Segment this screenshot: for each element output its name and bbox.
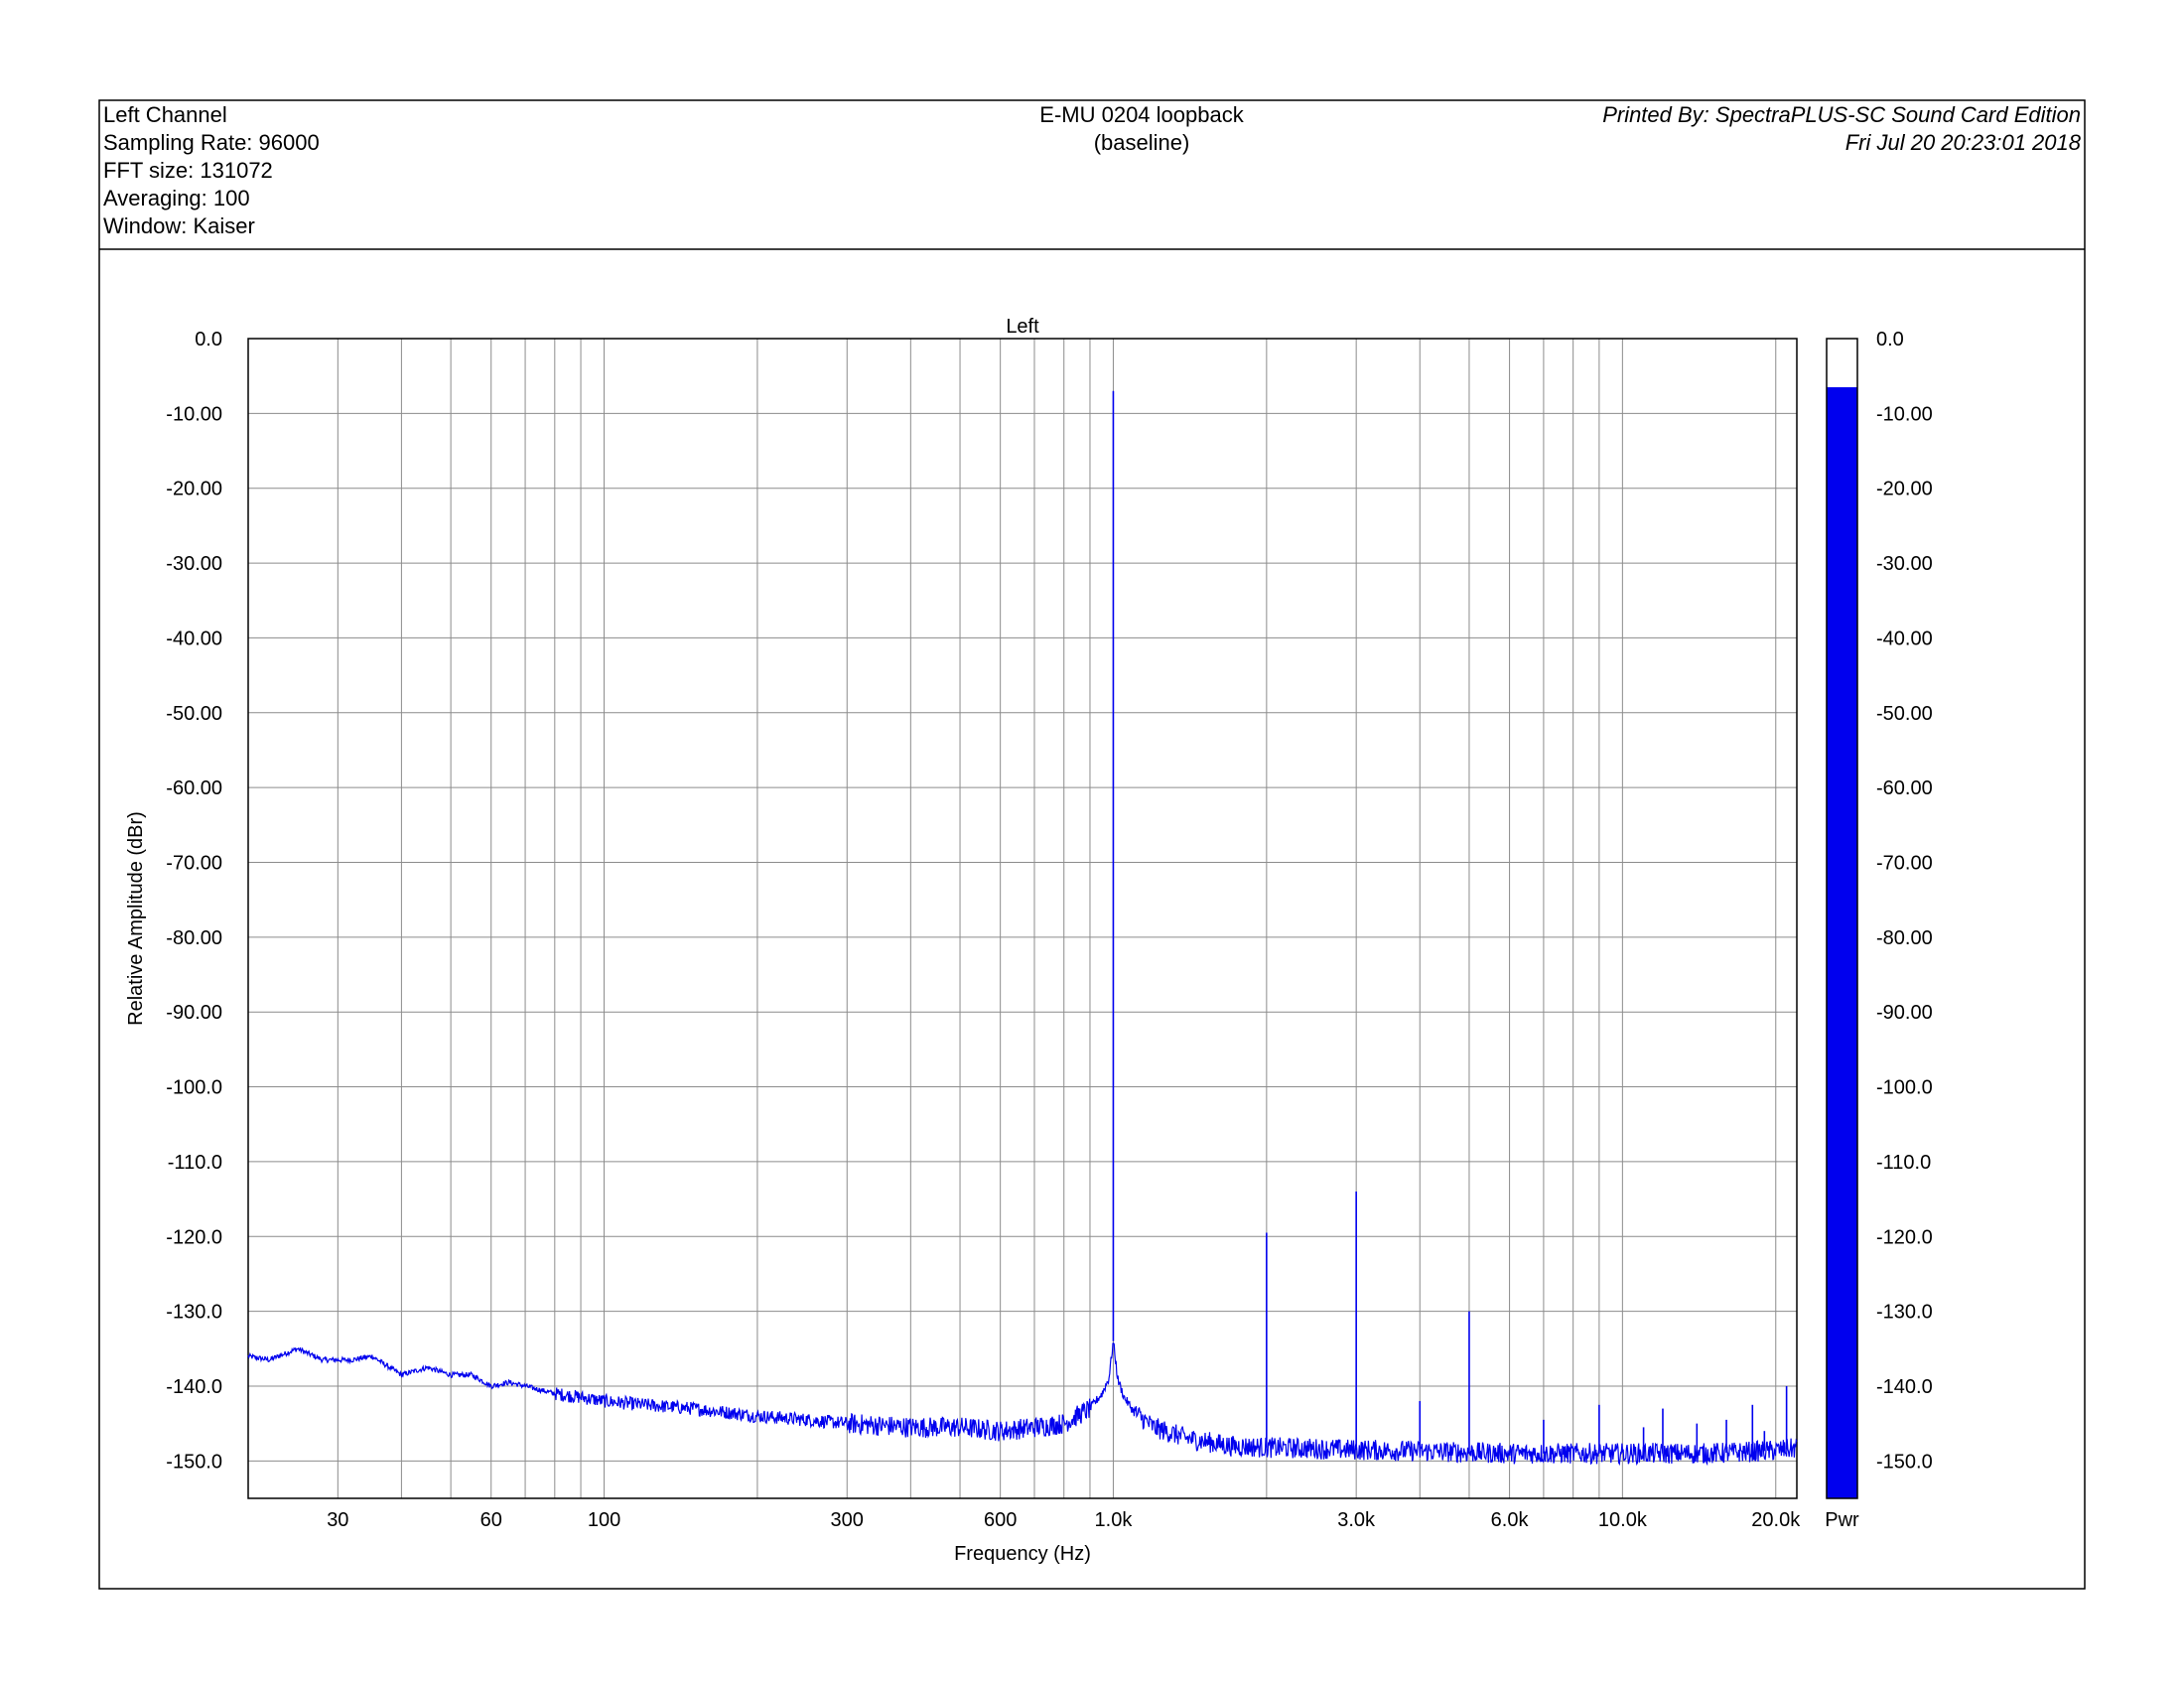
meter-tick-label: -60.00 [1876, 777, 1933, 799]
y-axis-label: Relative Amplitude (dBr) [125, 811, 147, 1026]
power-meter: 0.0 -10.00 -20.00 -30.00 -40.00 -50.00 -60.00 -… [1825, 329, 1932, 1531]
meter-tick-label: -30.00 [1876, 553, 1933, 575]
header-info: Left Channel Sampling Rate: 96000 FFT si… [103, 101, 320, 240]
meter-tick-label: -40.00 [1876, 628, 1933, 649]
chart-title: Left [1006, 316, 1039, 338]
spectrum-chart: 0.0 -10.00 -20.00 -30.00 -40.00 -50.00 -60.00 -… [125, 316, 1801, 1565]
meter-tick-label: -130.0 [1876, 1302, 1933, 1324]
meter-tick-label: -90.00 [1876, 1002, 1933, 1024]
y-tick-label: -120.0 [166, 1226, 222, 1248]
meter-tick-label: -100.0 [1876, 1077, 1933, 1099]
x-tick-label: 10.0k [1598, 1509, 1648, 1531]
info-window: Window: Kaiser [103, 213, 255, 238]
meter-tick-label: -50.00 [1876, 703, 1933, 725]
meter-label: Pwr [1825, 1509, 1859, 1531]
plot-border [247, 338, 1798, 1499]
header-title: E-MU 0204 loopback (baseline) [893, 101, 1390, 157]
timestamp: Fri Jul 20 20:23:01 2018 [1844, 130, 2081, 155]
noise-floor-line [247, 1341, 1798, 1467]
meter-tick-label: -10.00 [1876, 403, 1933, 425]
x-tick-label: 20.0k [1751, 1509, 1801, 1531]
meter-border [1826, 338, 1858, 1499]
y-tick-label: -140.0 [166, 1376, 222, 1398]
y-tick-label: -50.00 [166, 703, 222, 725]
info-averaging: Averaging: 100 [103, 186, 250, 211]
meter-tick-label: -80.00 [1876, 927, 1933, 949]
y-tick-label: -130.0 [166, 1302, 222, 1324]
header-right: Printed By: SpectraPLUS-SC Sound Card Ed… [1602, 101, 2081, 157]
x-axis-label: Frequency (Hz) [954, 1543, 1091, 1565]
meter-fill [1827, 386, 1857, 1498]
meter-tick-label: -120.0 [1876, 1226, 1933, 1248]
title-line-1: E-MU 0204 loopback [1039, 102, 1244, 127]
y-tick-label: -100.0 [166, 1077, 222, 1099]
y-tick-label: -10.00 [166, 403, 222, 425]
y-tick-label: -60.00 [166, 777, 222, 799]
y-tick-label: -150.0 [166, 1451, 222, 1473]
y-tick-label: -20.00 [166, 479, 222, 500]
meter-tick-label: -110.0 [1876, 1152, 1931, 1174]
y-tick-label: 0.0 [195, 329, 222, 351]
outer-border [98, 99, 2086, 1590]
title-line-2: (baseline) [1093, 130, 1190, 155]
y-tick-label: -70.00 [166, 852, 222, 874]
x-tick-label: 1.0k [1095, 1509, 1134, 1531]
x-tick-label: 600 [984, 1509, 1017, 1531]
info-fft-size: FFT size: 131072 [103, 158, 273, 183]
y-tick-label: -90.00 [166, 1002, 222, 1024]
y-tick-label: -30.00 [166, 553, 222, 575]
x-tick-label: 6.0k [1491, 1509, 1530, 1531]
x-tick-label: 30 [327, 1509, 348, 1531]
meter-tick-label: -150.0 [1876, 1451, 1933, 1473]
info-sampling-rate: Sampling Rate: 96000 [103, 130, 320, 155]
meter-tick-label: -70.00 [1876, 852, 1933, 874]
info-channel: Left Channel [103, 102, 227, 127]
meter-tick-label: 0.0 [1876, 329, 1904, 351]
meter-tick-label: -140.0 [1876, 1376, 1933, 1398]
meter-tick-label: -20.00 [1876, 479, 1933, 500]
x-tick-label: 100 [588, 1509, 620, 1531]
x-tick-label: 3.0k [1337, 1509, 1376, 1531]
y-tick-label: -110.0 [168, 1152, 222, 1174]
y-tick-label: -40.00 [166, 628, 222, 649]
y-tick-label: -80.00 [166, 927, 222, 949]
printed-by: Printed By: SpectraPLUS-SC Sound Card Ed… [1602, 102, 2081, 127]
x-tick-label: 60 [480, 1509, 502, 1531]
x-tick-label: 300 [831, 1509, 864, 1531]
